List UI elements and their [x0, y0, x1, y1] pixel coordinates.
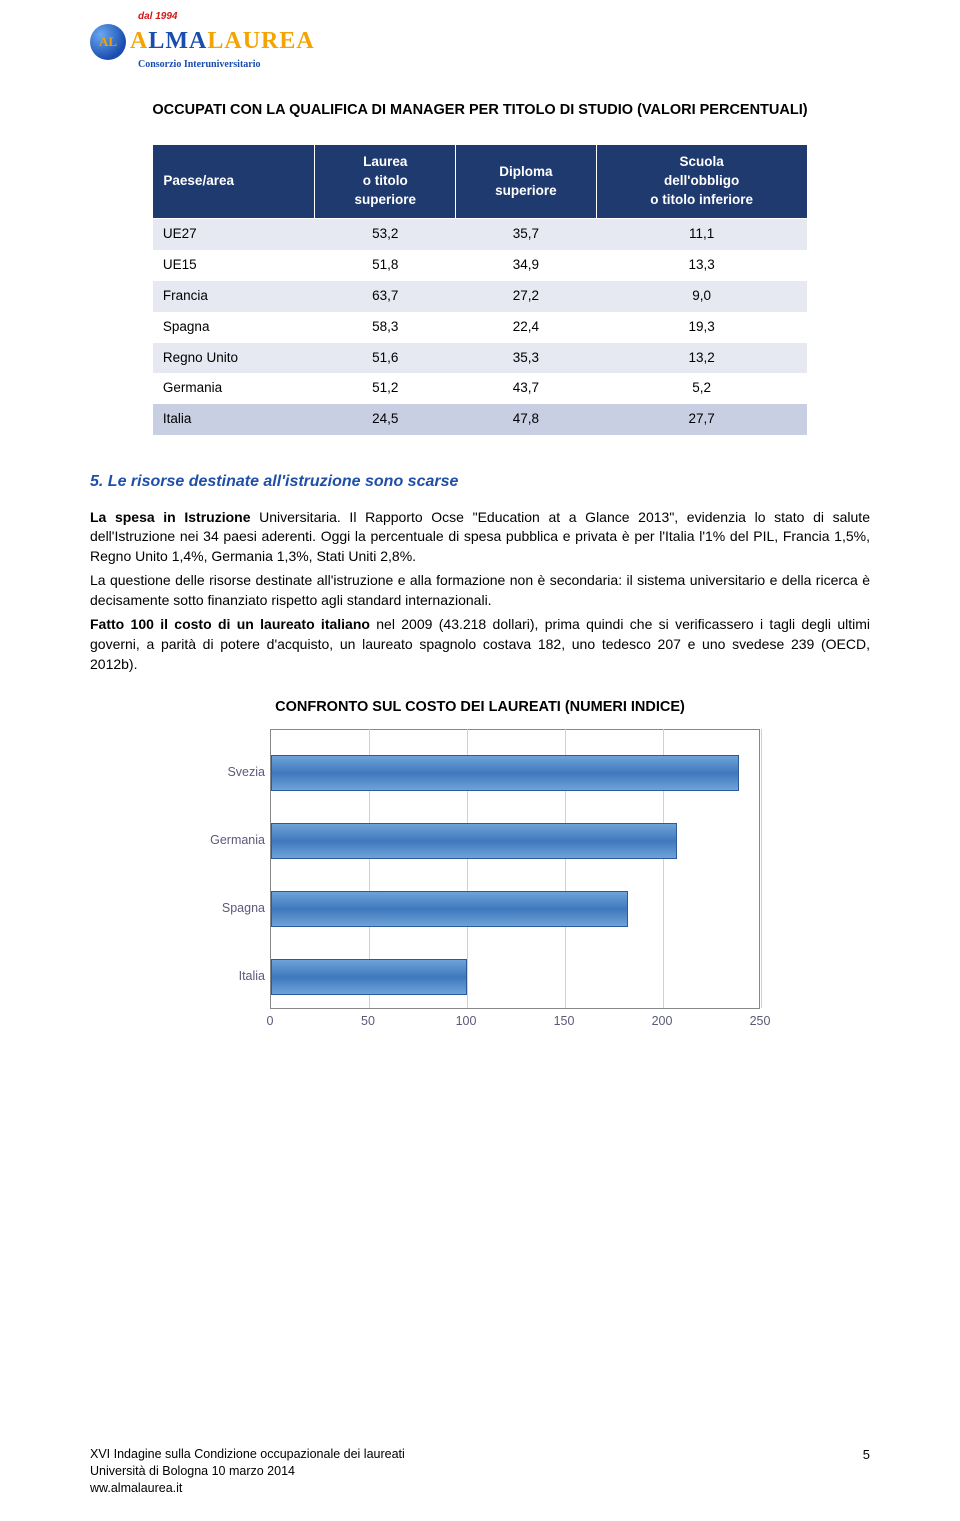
table-row: UE2753,235,711,1 [153, 218, 807, 249]
table-cell: 35,7 [456, 218, 597, 249]
table-cell: 11,1 [596, 218, 807, 249]
logo-dal: dal 1994 [138, 10, 350, 24]
table-cell: 51,8 [315, 250, 456, 281]
chart-x-label: 0 [267, 1013, 274, 1031]
table-cell: 47,8 [456, 404, 597, 435]
paragraph-2: La questione delle risorse destinate all… [90, 571, 870, 611]
footer-left: XVI Indagine sulla Condizione occupazion… [90, 1446, 405, 1497]
p3-bold: Fatto 100 il costo di un laureato italia… [90, 616, 370, 632]
table-row: UE1551,834,913,3 [153, 250, 807, 281]
table-cell: 53,2 [315, 218, 456, 249]
chart-x-label: 250 [750, 1013, 771, 1031]
page-footer: XVI Indagine sulla Condizione occupazion… [90, 1446, 870, 1497]
footer-line2: Università di Bologna 10 marzo 2014 [90, 1463, 405, 1480]
footer-line3: ww.almalaurea.it [90, 1480, 405, 1497]
table-cell: 27,7 [596, 404, 807, 435]
table-cell: UE15 [153, 250, 315, 281]
chart-x-label: 150 [554, 1013, 575, 1031]
p1-bold: La spesa in Istruzione [90, 509, 250, 525]
table-header-cell: Laureao titolosuperiore [315, 145, 456, 219]
table-row: Spagna58,322,419,3 [153, 312, 807, 343]
manager-table: Paese/areaLaureao titolosuperioreDiploma… [152, 144, 807, 435]
chart-y-label: Italia [199, 968, 265, 986]
chart-title: CONFRONTO SUL COSTO DEI LAUREATI (NUMERI… [90, 697, 870, 717]
logo-globe-icon [90, 24, 126, 60]
table-cell: 27,2 [456, 281, 597, 312]
chart-y-label: Spagna [199, 900, 265, 918]
table-cell: 22,4 [456, 312, 597, 343]
table-cell: Regno Unito [153, 343, 315, 374]
table-header-row: Paese/areaLaureao titolosuperioreDiploma… [153, 145, 807, 219]
table-cell: 51,2 [315, 373, 456, 404]
table-cell: 5,2 [596, 373, 807, 404]
chart-right-border [759, 729, 760, 1008]
table-cell: 19,3 [596, 312, 807, 343]
logo-main: ALMALAUREA [90, 24, 350, 60]
table-cell: 24,5 [315, 404, 456, 435]
chart-gridline [761, 729, 762, 1008]
paragraph-3: Fatto 100 il costo di un laureato italia… [90, 615, 870, 675]
logo: dal 1994 ALMALAUREA Consorzio Interunive… [90, 10, 350, 72]
chart-bar [271, 891, 628, 927]
chart-top-border [271, 729, 760, 730]
table-cell: 35,3 [456, 343, 597, 374]
table-cell: 63,7 [315, 281, 456, 312]
table-cell: 34,9 [456, 250, 597, 281]
footer-line1: XVI Indagine sulla Condizione occupazion… [90, 1446, 405, 1463]
table-cell: Italia [153, 404, 315, 435]
table-cell: Germania [153, 373, 315, 404]
chart-plot-area: SveziaGermaniaSpagnaItalia [270, 729, 760, 1009]
paragraph-1: La spesa in Istruzione Universitaria. Il… [90, 508, 870, 568]
table-cell: Francia [153, 281, 315, 312]
chart-x-label: 50 [361, 1013, 375, 1031]
cost-chart: SveziaGermaniaSpagnaItalia 0501001502002… [200, 729, 760, 1029]
table-cell: 58,3 [315, 312, 456, 343]
chart-x-label: 100 [456, 1013, 477, 1031]
chart-x-label: 200 [652, 1013, 673, 1031]
table-cell: UE27 [153, 218, 315, 249]
table-cell: 43,7 [456, 373, 597, 404]
table-row: Regno Unito51,635,313,2 [153, 343, 807, 374]
chart-bar [271, 755, 739, 791]
table-header-cell: Paese/area [153, 145, 315, 219]
table-header-cell: Diplomasuperiore [456, 145, 597, 219]
logo-subtitle: Consorzio Interuniversitario [138, 58, 350, 72]
chart-x-labels: 050100150200250 [270, 1009, 760, 1029]
table-row: Germania51,243,75,2 [153, 373, 807, 404]
page-number: 5 [863, 1446, 870, 1497]
table-cell: 13,2 [596, 343, 807, 374]
table-cell: Spagna [153, 312, 315, 343]
logo-brand: ALMALAUREA [130, 25, 315, 59]
table-cell: 51,6 [315, 343, 456, 374]
table-cell: 9,0 [596, 281, 807, 312]
table-header-cell: Scuoladell'obbligoo titolo inferiore [596, 145, 807, 219]
table-title: OCCUPATI CON LA QUALIFICA DI MANAGER PER… [90, 100, 870, 120]
table-row: Francia63,727,29,0 [153, 281, 807, 312]
chart-y-label: Germania [199, 832, 265, 850]
chart-bar [271, 823, 677, 859]
chart-bar [271, 959, 467, 995]
table-row: Italia24,547,827,7 [153, 404, 807, 435]
section-heading: 5. Le risorse destinate all'istruzione s… [90, 471, 870, 493]
chart-y-label: Svezia [199, 764, 265, 782]
table-cell: 13,3 [596, 250, 807, 281]
